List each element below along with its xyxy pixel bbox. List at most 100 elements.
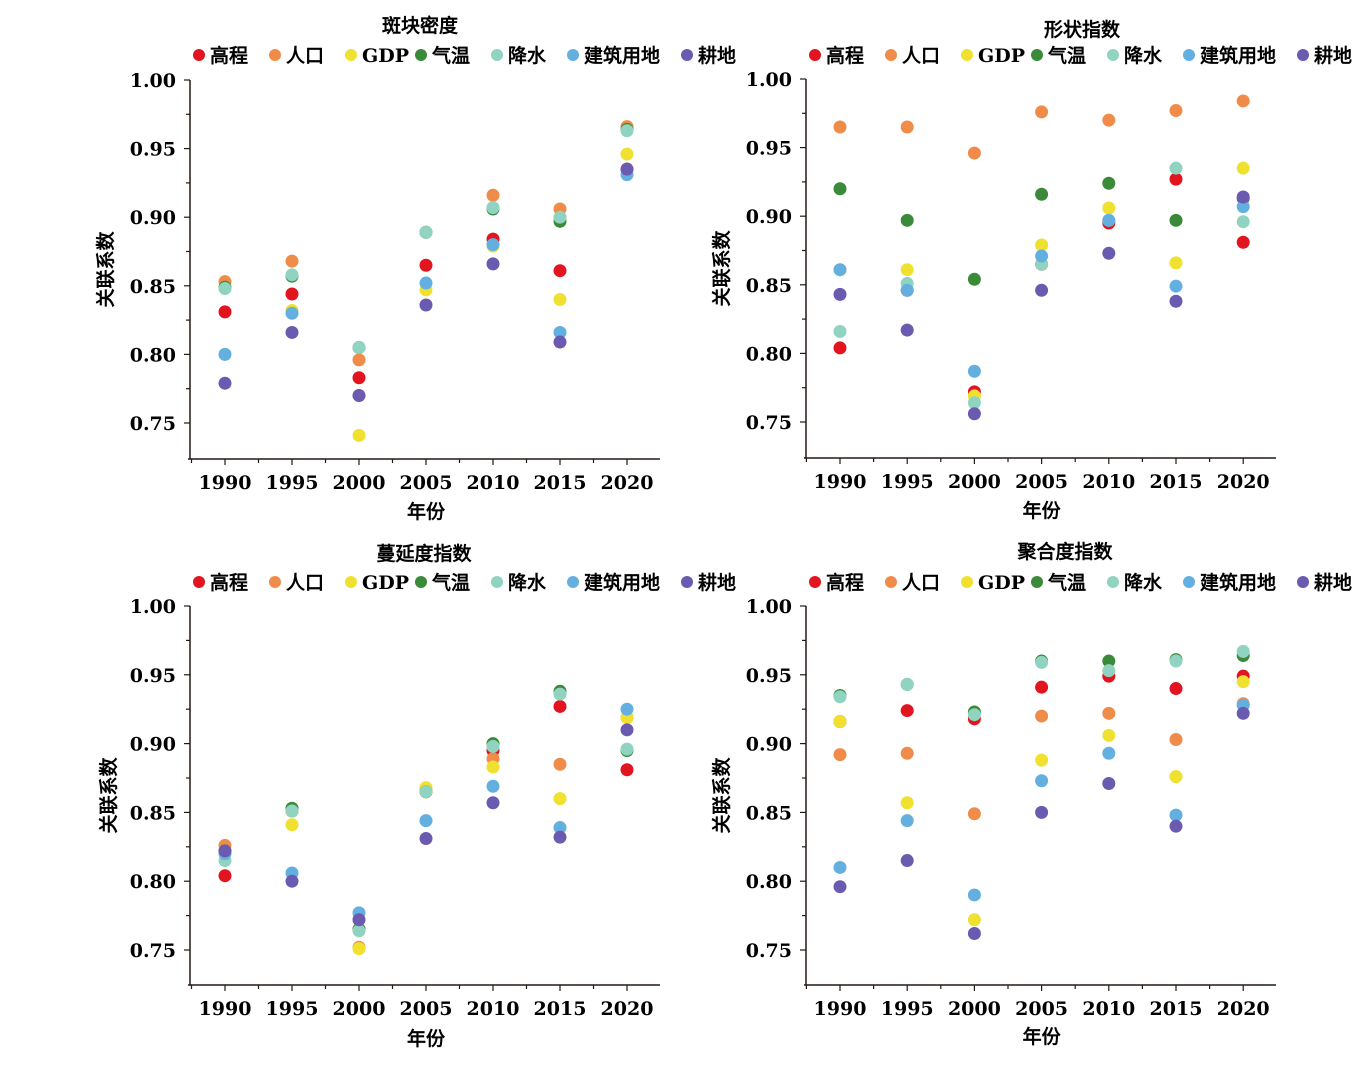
legend-item-elevation: 高程 [193, 571, 248, 594]
point-gdp-2000 [967, 913, 981, 927]
point-gdp-2010 [486, 760, 500, 774]
legend-item-cropland: 耕地 [681, 571, 736, 594]
legend-marker-temperature [415, 576, 427, 588]
point-precipitation-1995 [285, 804, 299, 818]
series-temperature [218, 684, 634, 936]
legend-marker-construction_land [1183, 576, 1195, 588]
y-tick-label: 0.85 [130, 802, 176, 824]
point-gdp-2015 [1169, 256, 1183, 270]
point-population-2020 [1236, 94, 1250, 108]
axes: 1.00 0.95 0.90 0.85 0.80 0.75 1990 1995 2000 2005… [130, 70, 660, 494]
point-elevation-2020 [620, 763, 634, 777]
legend-item-construction_land: 建筑用地 [1183, 44, 1276, 67]
y-tick-label: 0.85 [746, 275, 792, 297]
legend-marker-cropland [681, 49, 693, 61]
legend-marker-construction_land [1183, 49, 1195, 61]
legend-marker-elevation [193, 49, 205, 61]
point-precipitation-2010 [486, 201, 500, 215]
legend-item-population: 人口 [885, 572, 940, 594]
y-tick-label: 0.95 [746, 138, 792, 160]
legend-item-temperature: 气温 [415, 571, 470, 594]
legend-marker-elevation [809, 576, 821, 588]
legend-item-cropland: 耕地 [681, 44, 736, 67]
y-tick-label: 1.00 [130, 70, 176, 92]
y-tick-label: 0.75 [130, 940, 176, 962]
y-tick-label: 0.90 [746, 734, 792, 756]
series-precipitation [218, 124, 634, 355]
legend-marker-cropland [1297, 49, 1309, 61]
legend-label: 气温 [1047, 44, 1086, 67]
x-tick-label: 2020 [1217, 471, 1270, 493]
legend-marker-population [885, 49, 897, 61]
point-cropland-2005 [1035, 283, 1049, 297]
x-axis-title: 年份 [407, 500, 446, 523]
point-gdp-2015 [553, 792, 567, 806]
series-gdp [833, 675, 1250, 927]
x-tick-label: 1995 [881, 998, 934, 1020]
point-elevation-1990 [218, 869, 232, 883]
legend-item-construction_land: 建筑用地 [1183, 571, 1276, 594]
legend-label: 降水 [1124, 571, 1163, 594]
legend-marker-elevation [193, 576, 205, 588]
point-population-2015 [1169, 732, 1183, 746]
point-population-2005 [1035, 709, 1049, 723]
point-precipitation-2020 [620, 124, 634, 138]
legend-item-temperature: 气温 [1031, 44, 1086, 67]
point-gdp-2015 [553, 293, 567, 307]
legend-marker-gdp [345, 576, 357, 588]
point-temperature-2010 [1102, 176, 1116, 190]
legend-label: 人口 [286, 572, 324, 594]
point-gdp-2005 [1035, 753, 1049, 767]
point-elevation-1990 [833, 341, 847, 355]
legend-label: 高程 [826, 44, 864, 67]
series-precipitation [218, 687, 634, 938]
legend-item-gdp: GDP [345, 45, 409, 67]
legend-item-precipitation: 降水 [491, 571, 547, 594]
point-construction_land-1995 [900, 814, 914, 828]
series-cropland [833, 190, 1250, 421]
point-precipitation-1995 [285, 268, 299, 282]
point-gdp-1995 [285, 818, 299, 832]
legend-item-cropland: 耕地 [1297, 571, 1352, 594]
y-tick-label: 0.75 [130, 413, 176, 435]
y-tick-label: 0.90 [130, 734, 176, 756]
chart-title: 聚合度指数 [1016, 540, 1113, 563]
legend-label: GDP [978, 45, 1025, 67]
legend-label: 建筑用地 [584, 571, 660, 594]
series-cropland [218, 162, 634, 403]
point-precipitation-2000 [967, 396, 981, 410]
legend-marker-temperature [1031, 576, 1043, 588]
legend-marker-population [885, 576, 897, 588]
series-population [833, 94, 1250, 160]
point-gdp-2005 [1035, 238, 1049, 252]
point-construction_land-2010 [1102, 213, 1116, 227]
y-tick-label: 0.95 [130, 665, 176, 687]
point-construction_land-2005 [419, 814, 433, 828]
legend-label: 人口 [902, 572, 940, 594]
series-population [218, 120, 634, 367]
y-axis-title: 关联系数 [97, 757, 120, 834]
legend-label: 气温 [1047, 571, 1086, 594]
y-tick-label: 1.00 [746, 69, 792, 91]
point-cropland-2020 [1236, 706, 1250, 720]
point-construction_land-2015 [1169, 808, 1183, 822]
point-cropland-2015 [1169, 294, 1183, 308]
legend-label: 高程 [210, 44, 248, 67]
series-construction_land [218, 168, 634, 403]
legend-label: 气温 [431, 44, 470, 67]
point-population-2000 [352, 353, 366, 367]
legend-label: 降水 [508, 571, 547, 594]
point-population-1990 [833, 120, 847, 134]
point-temperature-2005 [1035, 187, 1049, 201]
legend-label: 建筑用地 [584, 44, 660, 67]
point-precipitation-2000 [352, 924, 366, 938]
point-elevation-2015 [553, 699, 567, 713]
point-cropland-2020 [620, 162, 634, 176]
x-tick-label: 2015 [534, 998, 587, 1020]
point-precipitation-2015 [553, 210, 567, 224]
point-cropland-2015 [1169, 819, 1183, 833]
legend-label: 人口 [286, 45, 324, 67]
data-points [218, 120, 634, 442]
